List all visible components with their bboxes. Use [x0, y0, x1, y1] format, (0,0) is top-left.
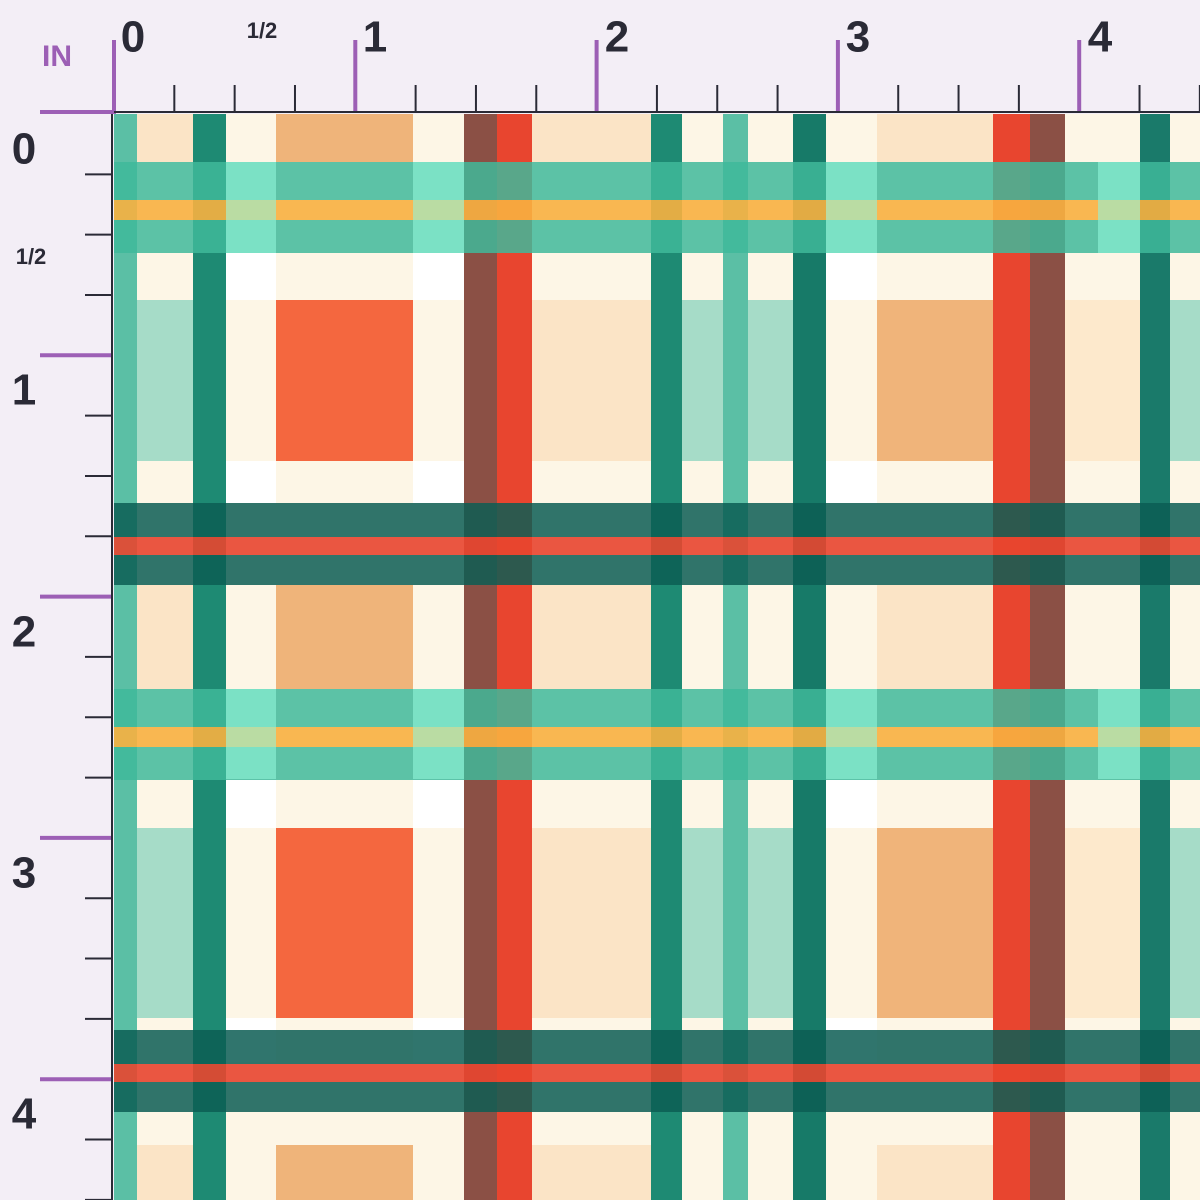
- left-ruler-label: 3: [12, 849, 36, 898]
- left-ruler-label: 2: [12, 608, 36, 657]
- plaid-band: [877, 828, 993, 1018]
- plaid-band: [1065, 828, 1140, 1018]
- plaid-band: [137, 828, 193, 1018]
- plaid-band: [114, 220, 1200, 253]
- plaid-band: [226, 253, 276, 300]
- plaid-band: [532, 1145, 651, 1200]
- plaid-band: [497, 114, 532, 1200]
- plaid-band: [114, 1064, 1200, 1082]
- plaid-band: [1170, 828, 1200, 1018]
- plaid-band: [532, 828, 651, 1018]
- plaid-band: [276, 300, 413, 461]
- plaid-band: [1098, 162, 1140, 253]
- plaid-band: [1065, 300, 1140, 461]
- plaid-band: [877, 114, 993, 162]
- plaid-band: [137, 1145, 193, 1200]
- plaid-band: [226, 461, 276, 503]
- plaid-band: [1098, 689, 1140, 779]
- top-ruler-label: 2: [605, 13, 629, 62]
- plaid-band: [532, 300, 651, 461]
- plaid-band: [114, 114, 137, 1200]
- plaid-band: [137, 114, 193, 162]
- plaid-band: [1170, 300, 1200, 461]
- plaid-pattern: [114, 114, 1200, 1200]
- top-ruler-label: 3: [846, 13, 870, 62]
- unit-label: IN: [42, 40, 72, 73]
- plaid-band: [114, 537, 1200, 555]
- plaid-band: [826, 162, 877, 253]
- left-ruler-label: 4: [12, 1090, 37, 1139]
- plaid-band: [413, 253, 464, 300]
- plaid-band: [826, 253, 877, 300]
- plaid-band: [1140, 114, 1170, 1200]
- plaid-band: [193, 114, 226, 1200]
- top-ruler-label: 0: [121, 13, 145, 62]
- plaid-band: [114, 1030, 1200, 1064]
- plaid-band: [877, 1145, 993, 1200]
- top-ruler-label: 1/2: [247, 18, 278, 43]
- plaid-band: [226, 162, 276, 253]
- plaid-band: [413, 461, 464, 503]
- left-ruler-label: 1: [12, 366, 36, 415]
- plaid-band: [464, 114, 497, 1200]
- plaid-band: [877, 300, 993, 461]
- plaid-band: [276, 114, 413, 162]
- plaid-band: [877, 585, 993, 689]
- plaid-band: [826, 461, 877, 503]
- plaid-band: [276, 585, 413, 689]
- plaid-band: [114, 503, 1200, 537]
- plaid-band: [532, 585, 651, 689]
- plaid-band: [226, 689, 276, 779]
- plaid-band: [226, 779, 276, 828]
- plaid-band: [826, 779, 877, 828]
- plaid-band: [723, 114, 748, 1200]
- left-ruler-label: 0: [12, 125, 36, 174]
- plaid-band: [137, 585, 193, 689]
- plaid-band: [114, 727, 1200, 747]
- left-ruler-label: 1/2: [16, 244, 47, 269]
- plaid-band: [1030, 114, 1065, 1200]
- plaid-band: [826, 689, 877, 779]
- plaid-band: [276, 828, 413, 1018]
- plaid-band: [532, 114, 651, 162]
- top-ruler-label: 1: [363, 13, 387, 62]
- plaid-band: [276, 1145, 413, 1200]
- plaid-band: [413, 162, 464, 253]
- plaid-band: [413, 689, 464, 779]
- top-ruler-label: 4: [1088, 13, 1113, 62]
- plaid-band: [114, 555, 1200, 585]
- plaid-band: [793, 114, 826, 1200]
- plaid-band: [114, 747, 1200, 780]
- plaid-band: [413, 779, 464, 828]
- plaid-band: [114, 162, 1200, 200]
- plaid-band: [651, 114, 682, 1200]
- plaid-band: [137, 300, 193, 461]
- plaid-band: [114, 1082, 1200, 1112]
- plaid-band: [114, 689, 1200, 727]
- ruler: [40, 40, 1200, 1200]
- plaid-band: [993, 114, 1030, 1200]
- plaid-band: [114, 200, 1200, 220]
